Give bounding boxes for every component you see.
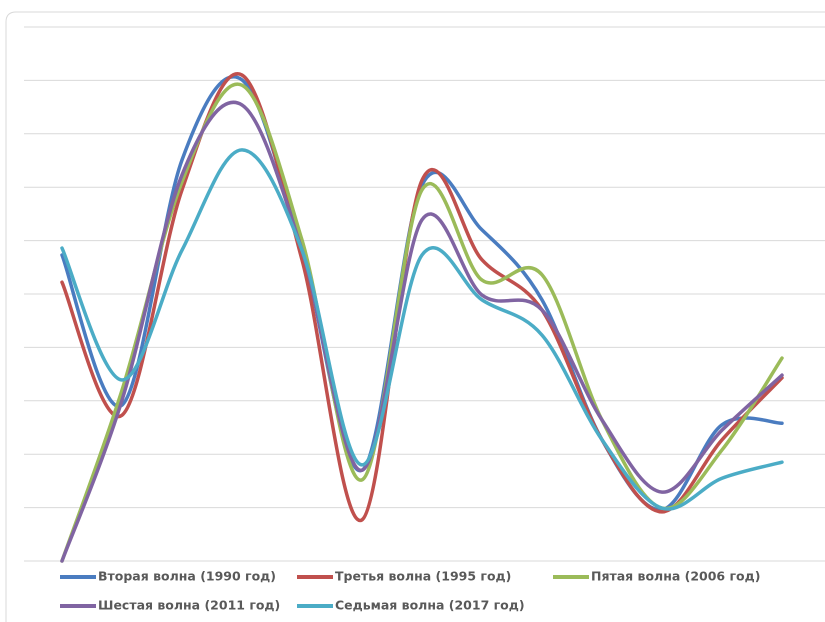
- series-line: [60, 100, 784, 563]
- legend-label: Седьмая волна (2017 год): [335, 598, 525, 613]
- series-line: [60, 148, 784, 511]
- legend-label: Вторая волна (1990 год): [98, 569, 276, 584]
- series-line: [60, 72, 784, 522]
- series-line: [60, 75, 784, 512]
- chart-frame: [5, 11, 825, 622]
- legend-label: Третья волна (1995 год): [335, 569, 511, 584]
- legend-label: Шестая волна (2011 год): [98, 598, 280, 613]
- legend-label: Пятая волна (2006 год): [591, 569, 760, 584]
